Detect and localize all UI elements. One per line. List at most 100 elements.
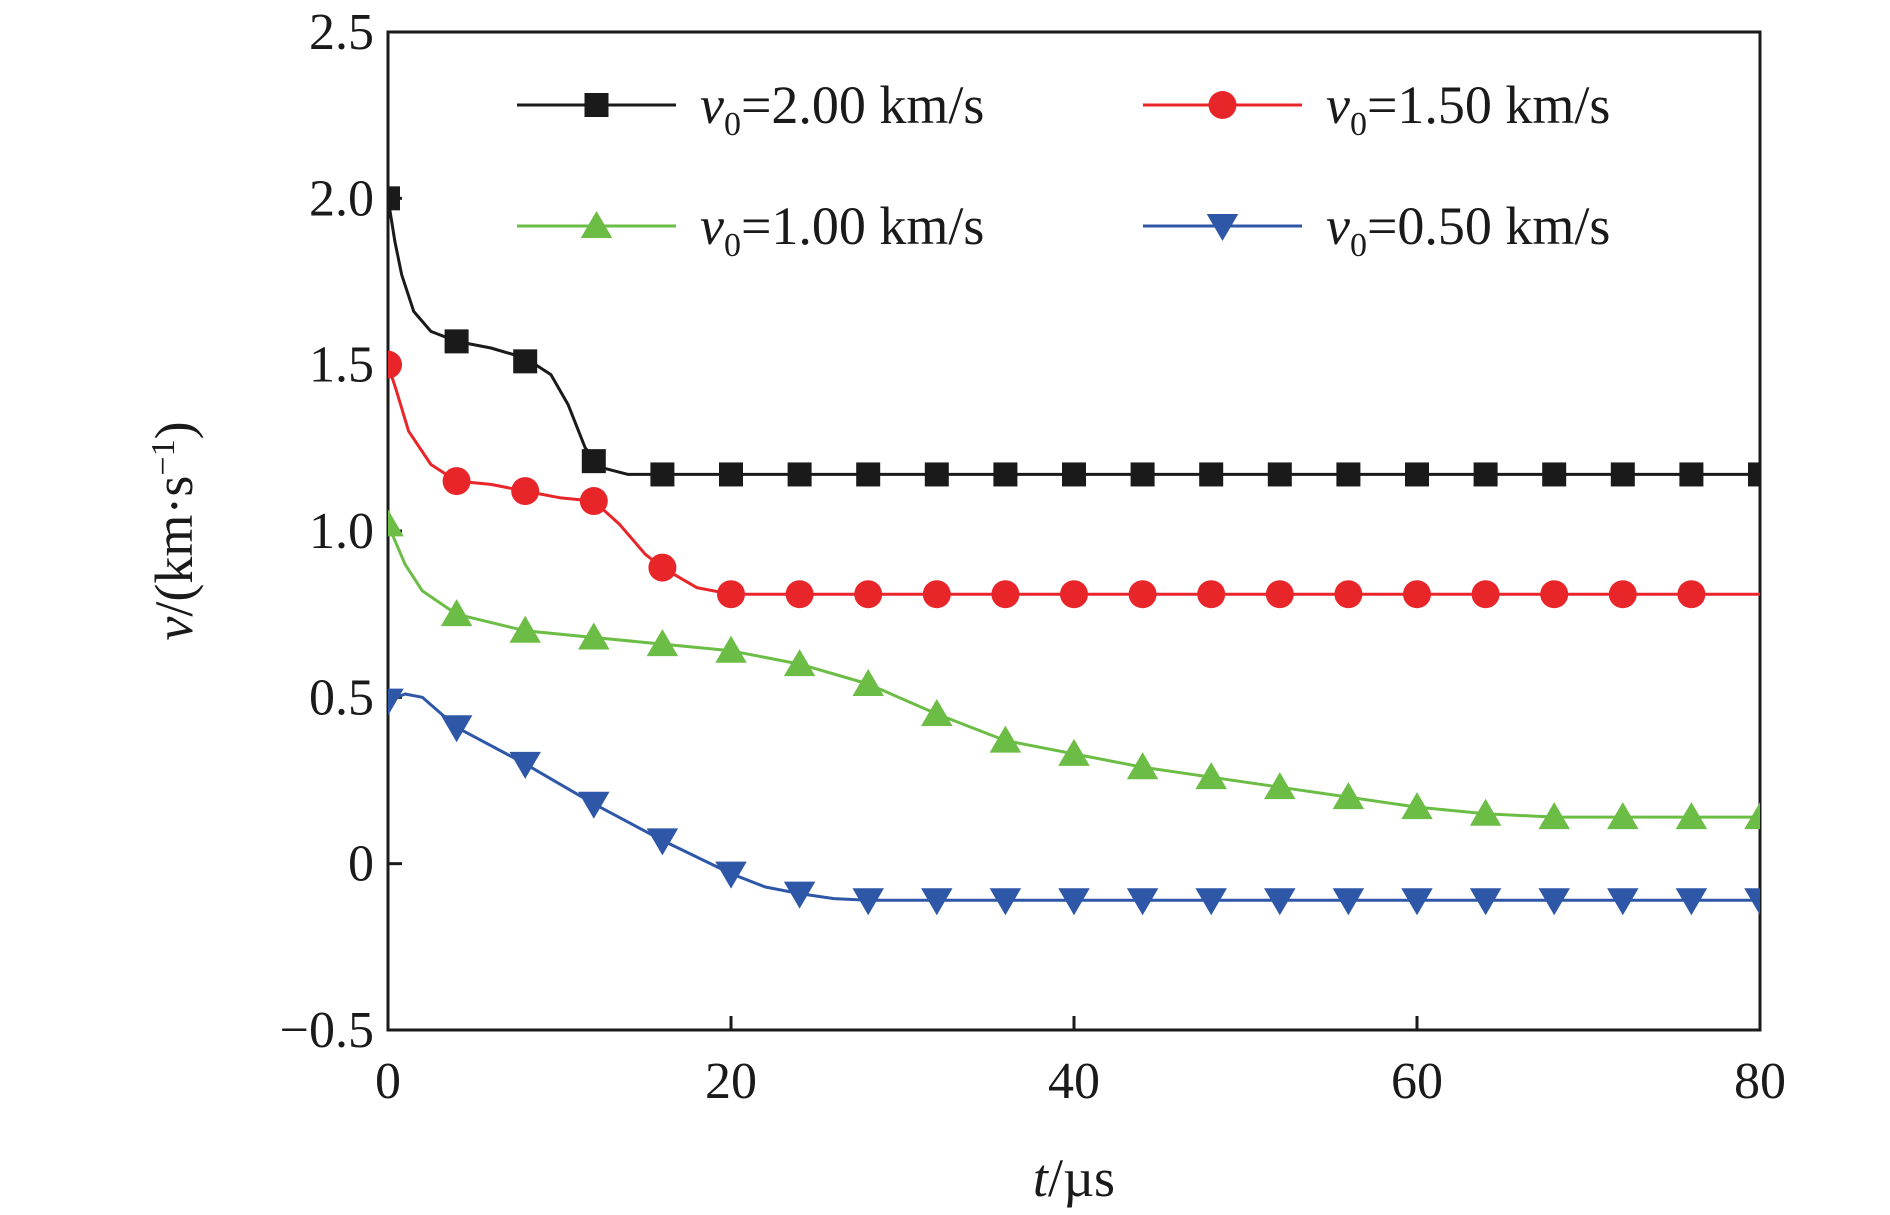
- plot-series: [388, 186, 1760, 916]
- data-point: [578, 622, 610, 650]
- x-tick-label: 40: [1048, 1053, 1100, 1110]
- y-axis-title: v/(km·s−1): [144, 421, 204, 640]
- x-axis-unit: /µs: [1048, 1148, 1115, 1208]
- y-tick-label: 0: [348, 836, 374, 893]
- data-point: [1267, 462, 1292, 487]
- x-tick-label: 80: [1734, 1053, 1786, 1110]
- data-point: [509, 751, 541, 779]
- legend-marker: [1208, 91, 1237, 119]
- data-point: [1471, 580, 1500, 609]
- y-tick-label: 0.5: [309, 669, 374, 726]
- data-point: [1473, 462, 1498, 487]
- legend-label: v0=2.00 km/s: [700, 75, 984, 143]
- data-point: [1126, 752, 1159, 780]
- data-point: [1058, 738, 1090, 766]
- data-point: [1677, 580, 1706, 609]
- data-point: [1060, 580, 1088, 609]
- data-point: [440, 715, 473, 743]
- data-point: [1195, 888, 1227, 916]
- legend-entry: v0=1.50 km/s: [1143, 75, 1610, 143]
- data-point: [989, 725, 1022, 753]
- data-point: [921, 888, 953, 916]
- legend-variable: v: [1326, 196, 1350, 256]
- data-point: [924, 462, 949, 487]
- data-point: [509, 615, 541, 643]
- data-point: [1675, 888, 1708, 916]
- data-point: [646, 828, 679, 856]
- y-axis-variable: v: [144, 617, 204, 641]
- data-point: [1058, 888, 1090, 916]
- data-point: [1062, 462, 1086, 487]
- data-point: [1608, 580, 1637, 609]
- data-point: [1401, 792, 1433, 820]
- data-point: [785, 580, 814, 609]
- data-point: [715, 635, 747, 663]
- data-point: [852, 669, 884, 697]
- axes: −0.500.51.01.52.02.50 20 40 60 80t/µsv/(km·s…: [144, 4, 1786, 1208]
- legend-value: =2.00 km/s: [741, 75, 984, 135]
- data-point: [444, 329, 469, 354]
- legend-marker: [1206, 214, 1239, 241]
- data-point: [1195, 762, 1227, 790]
- data-point: [388, 350, 402, 379]
- legend: v0=2.00 km/s v0=1.50 km/sv0=1.00 km/s v0=0…: [517, 75, 1610, 264]
- y-tick-label: 2.0: [309, 170, 374, 227]
- data-point: [1332, 782, 1365, 810]
- data-point: [783, 881, 816, 909]
- legend-marker: [584, 93, 609, 117]
- data-point: [388, 509, 404, 537]
- data-point: [1748, 462, 1760, 487]
- legend-entry: v0=1.00 km/s: [517, 196, 984, 264]
- data-point: [442, 467, 471, 496]
- plot-frame: [386, 30, 1762, 1032]
- data-point: [513, 349, 538, 374]
- data-point: [1405, 462, 1429, 487]
- data-point: [717, 580, 745, 609]
- legend-value: =1.50 km/s: [1367, 75, 1610, 135]
- series-1: [388, 186, 1760, 487]
- data-point: [388, 186, 400, 211]
- legend-variable: v: [1326, 75, 1350, 135]
- series-3: [388, 509, 1760, 830]
- y-tick-label: 2.5: [309, 4, 374, 61]
- data-point: [1264, 888, 1296, 916]
- data-point: [1332, 888, 1365, 916]
- data-point: [1679, 462, 1704, 487]
- series-4: [388, 688, 1760, 916]
- data-point: [1538, 802, 1570, 830]
- x-tick-label: 60: [1391, 1053, 1443, 1110]
- y-tick-label: −0.5: [280, 1002, 374, 1059]
- data-point: [787, 462, 812, 487]
- data-point: [1607, 888, 1639, 916]
- data-point: [1401, 888, 1433, 916]
- x-axis-title: t/µs: [1033, 1148, 1115, 1208]
- data-point: [581, 449, 606, 474]
- data-point: [1197, 580, 1226, 609]
- data-point: [1264, 772, 1296, 800]
- y-axis-unit: /(km·s: [144, 476, 204, 617]
- series-2: [388, 350, 1760, 609]
- data-point: [1334, 580, 1363, 609]
- data-point: [1542, 462, 1567, 487]
- data-point: [648, 553, 677, 582]
- data-point: [1403, 580, 1431, 609]
- legend-value: =1.00 km/s: [741, 196, 984, 256]
- data-point: [1744, 802, 1760, 830]
- legend-subscript: 0: [1350, 106, 1367, 143]
- data-point: [1128, 580, 1157, 609]
- legend-label: v0=1.00 km/s: [700, 196, 984, 264]
- data-point: [1265, 580, 1294, 609]
- legend-value: =0.50 km/s: [1367, 196, 1610, 256]
- y-tick-label: 1.0: [309, 503, 374, 560]
- data-point: [715, 861, 747, 889]
- data-point: [1538, 888, 1570, 916]
- legend-marker: [580, 211, 613, 238]
- data-point: [783, 649, 816, 677]
- legend-entry: v0=2.00 km/s: [517, 75, 984, 143]
- legend-variable: v: [700, 75, 724, 135]
- y-tick-label: 1.5: [309, 337, 374, 394]
- legend-entry: v0=0.50 km/s: [1143, 196, 1610, 264]
- data-point: [388, 688, 404, 716]
- data-point: [579, 487, 608, 516]
